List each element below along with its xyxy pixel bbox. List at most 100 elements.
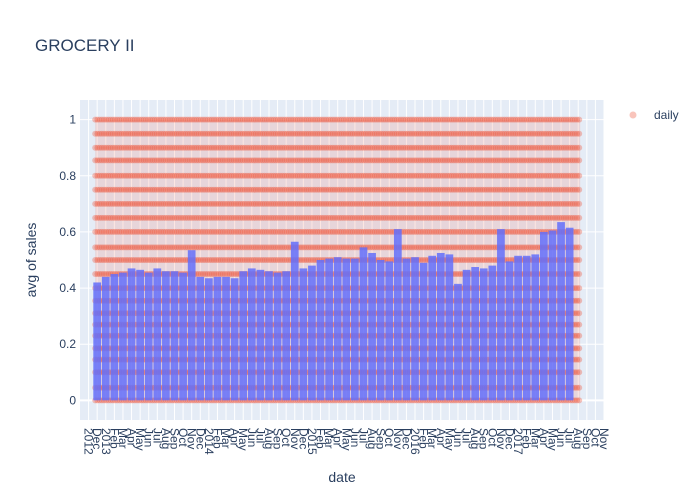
bar[interactable] (127, 268, 136, 401)
daily-scatter-point (277, 244, 283, 251)
bar[interactable] (522, 255, 531, 401)
bar[interactable] (110, 274, 119, 401)
daily-scatter-point (127, 200, 134, 207)
daily-scatter-point (268, 200, 275, 207)
bar[interactable] (93, 282, 102, 401)
bar[interactable] (436, 252, 445, 401)
daily-scatter-point (182, 257, 189, 263)
daily-scatter-point (248, 257, 255, 263)
bar[interactable] (402, 258, 411, 401)
daily-scatter-point (305, 116, 312, 123)
daily-scatter-point (327, 116, 334, 123)
daily-scatter-point (288, 130, 294, 137)
bar[interactable] (325, 258, 333, 401)
daily-scatter-point (305, 214, 312, 221)
daily-scatter-point (239, 200, 246, 207)
daily-scatter-point (180, 186, 187, 193)
bar[interactable] (153, 268, 162, 401)
bar[interactable] (136, 269, 144, 401)
bar[interactable] (265, 271, 273, 401)
daily-scatter-point (158, 186, 165, 193)
bar[interactable] (488, 265, 497, 401)
daily-scatter-point (233, 200, 239, 207)
bar[interactable] (101, 276, 110, 401)
daily-scatter-point (142, 157, 149, 164)
bar[interactable] (162, 271, 170, 401)
daily-scatter-point (224, 116, 231, 123)
bar[interactable] (230, 278, 239, 401)
daily-scatter-point (112, 144, 118, 151)
bar[interactable] (368, 252, 376, 401)
bar[interactable] (479, 268, 488, 401)
bar[interactable] (376, 260, 385, 401)
bar[interactable] (333, 257, 342, 401)
bar[interactable] (179, 272, 187, 401)
daily-scatter-point (158, 144, 165, 151)
daily-scatter-point (191, 130, 198, 137)
bar[interactable] (540, 231, 548, 401)
bar[interactable] (282, 271, 291, 401)
bar[interactable] (351, 258, 359, 401)
bar[interactable] (299, 268, 308, 401)
bar[interactable] (454, 283, 462, 401)
bar[interactable] (557, 222, 565, 401)
daily-scatter-point (125, 228, 132, 235)
bar[interactable] (548, 230, 557, 401)
daily-scatter-point (290, 116, 297, 123)
bar[interactable] (273, 272, 282, 401)
bar[interactable] (316, 260, 325, 401)
bar[interactable] (393, 229, 402, 401)
daily-scatter-point (156, 157, 162, 164)
bar[interactable] (213, 276, 222, 401)
daily-scatter-point (134, 244, 140, 251)
daily-scatter-point (169, 228, 176, 235)
bar[interactable] (428, 255, 437, 401)
daily-scatter-point (301, 244, 308, 251)
bar[interactable] (419, 262, 428, 401)
bar[interactable] (196, 276, 205, 401)
daily-scatter-point (294, 157, 301, 164)
bar[interactable] (445, 254, 454, 401)
bar[interactable] (565, 227, 574, 401)
daily-scatter-point (248, 144, 255, 151)
bar[interactable] (385, 261, 394, 401)
daily-scatter-point (349, 157, 356, 164)
daily-scatter-point (184, 144, 191, 151)
bar[interactable] (505, 261, 514, 401)
daily-scatter-point (272, 130, 279, 137)
daily-scatter-point (158, 200, 165, 207)
bar[interactable] (256, 269, 265, 401)
bar[interactable] (308, 265, 316, 401)
bar[interactable] (411, 257, 419, 401)
bar[interactable] (239, 271, 248, 401)
daily-scatter-point (279, 200, 286, 207)
bar[interactable] (462, 269, 471, 401)
daily-scatter-point (202, 244, 209, 251)
daily-scatter-point (285, 186, 292, 193)
daily-scatter-point (127, 116, 134, 123)
bar[interactable] (187, 250, 196, 401)
bar[interactable] (359, 247, 368, 401)
daily-scatter-point (301, 200, 308, 207)
bar[interactable] (119, 272, 127, 401)
daily-scatter-point (162, 200, 169, 207)
daily-scatter-point (217, 172, 224, 179)
daily-scatter-point (145, 116, 151, 123)
daily-scatter-point (169, 116, 176, 123)
bar[interactable] (290, 241, 299, 401)
bar[interactable] (247, 268, 256, 401)
bar[interactable] (170, 271, 179, 401)
bar[interactable] (204, 278, 213, 401)
daily-scatter-point (204, 116, 211, 123)
daily-scatter-point (299, 157, 305, 164)
bar[interactable] (531, 254, 540, 401)
bar[interactable] (342, 258, 351, 401)
daily-scatter-point (310, 214, 316, 221)
bar[interactable] (497, 229, 505, 401)
daily-scatter-point (285, 157, 292, 164)
bar[interactable] (514, 255, 522, 401)
bar[interactable] (222, 276, 230, 401)
bar[interactable] (471, 267, 480, 401)
bar[interactable] (144, 272, 153, 401)
daily-scatter-point (307, 130, 314, 137)
